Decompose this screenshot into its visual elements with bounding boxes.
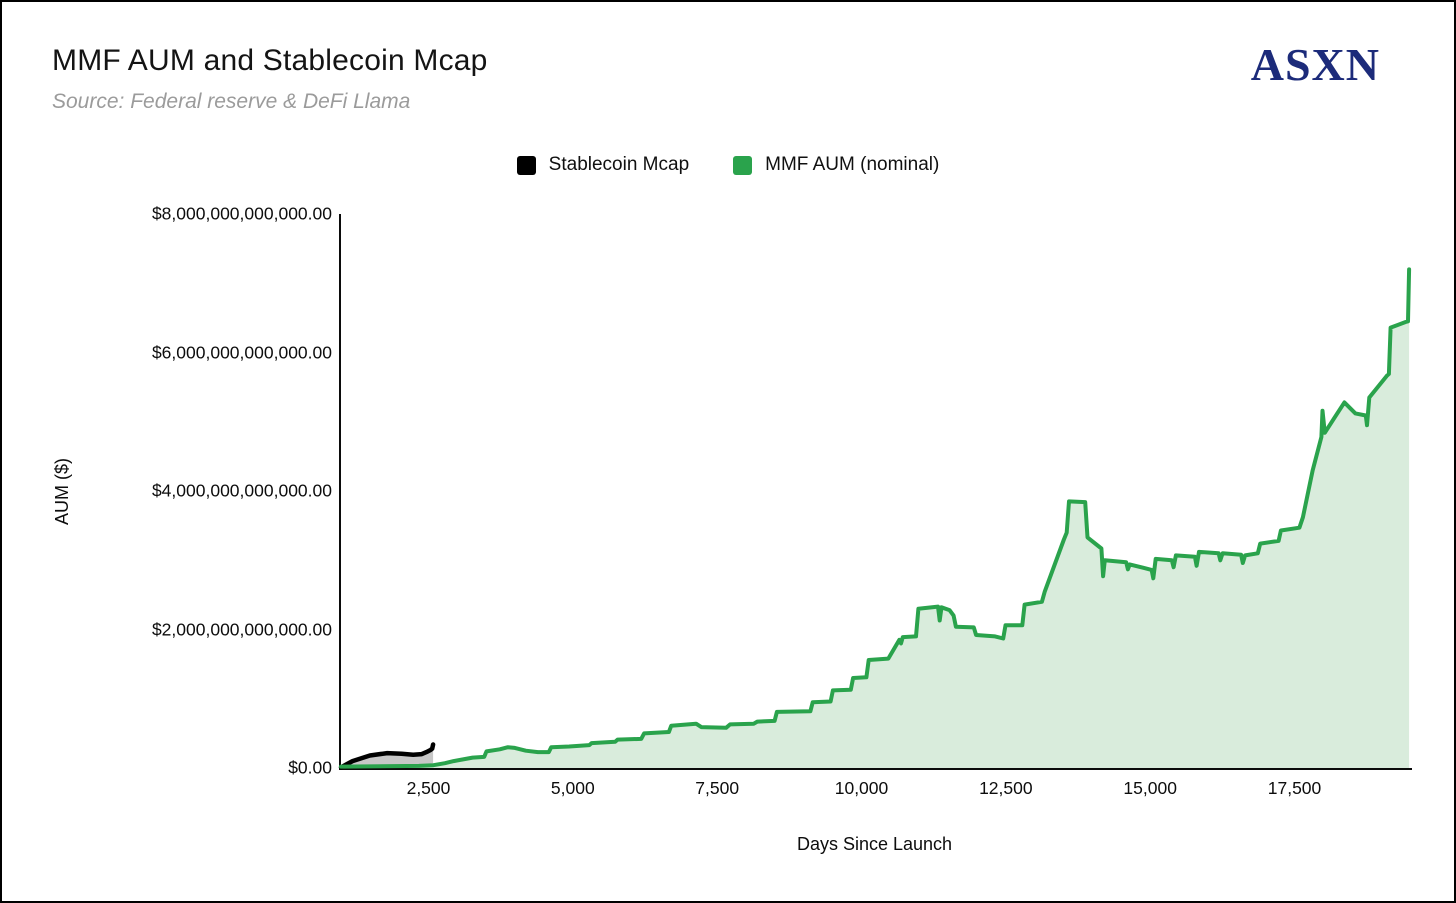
chart-plot-svg <box>338 267 1412 770</box>
source-subtitle: Source: Federal reserve & DeFi Llama <box>52 90 411 113</box>
page-title: MMF AUM and Stablecoin Mcap <box>52 44 488 77</box>
stablecoin-mcap-area <box>341 744 434 768</box>
y-axis-tick-labels: $0.00 $2,000,000,000,000.00 $4,000,000,000… <box>57 204 332 778</box>
x-tick-label: 5,000 <box>550 778 595 798</box>
legend-label-mmf: MMF AUM (nominal) <box>765 154 940 175</box>
mmf-swatch-icon <box>733 155 753 175</box>
asxn-logo: ASXN <box>1250 39 1380 90</box>
y-tick-label: $0.00 <box>288 757 332 778</box>
x-axis-title: Days Since Launch <box>796 834 953 854</box>
mmf-aum-nominal-area <box>341 269 1410 768</box>
mmf-aum-nominal-line <box>339 267 1412 769</box>
legend-item-mmf: MMF AUM (nominal) <box>733 154 939 176</box>
x-tick-label: 2,500 <box>406 778 451 798</box>
x-tick-label: 7,500 <box>695 778 740 798</box>
stablecoin-swatch-icon <box>516 155 536 175</box>
y-tick-label: $6,000,000,000,000.00 <box>151 342 332 362</box>
x-tick-label: 10,000 <box>834 778 889 798</box>
chart-header: MMF AUM and Stablecoin Mcap Source: Fede… <box>52 44 488 114</box>
x-tick-label: 17,500 <box>1267 778 1322 798</box>
y-tick-label: $4,000,000,000,000.00 <box>151 480 332 501</box>
x-axis-tick-labels: 2,500 5,000 7,500 10,000 12,500 15,000 17,500 <box>339 778 1410 808</box>
legend-item-stablecoin: Stablecoin Mcap <box>516 154 690 176</box>
plot-area <box>338 214 1412 770</box>
x-tick-label: 15,000 <box>1123 778 1177 798</box>
y-tick-label: $8,000,000,000,000.00 <box>151 203 332 224</box>
y-tick-label: $2,000,000,000,000.00 <box>151 619 332 639</box>
x-tick-label: 12,500 <box>979 778 1033 798</box>
stablecoin-mcap-line <box>338 742 436 770</box>
legend-label-stablecoin: Stablecoin Mcap <box>548 154 690 175</box>
chart-legend: Stablecoin Mcap MMF AUM (nominal) <box>2 154 1454 176</box>
